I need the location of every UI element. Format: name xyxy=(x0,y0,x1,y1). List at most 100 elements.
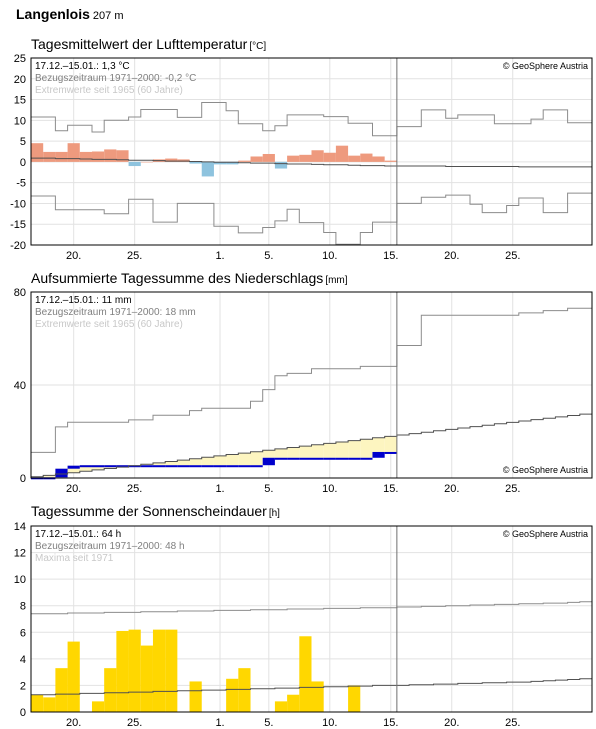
sunshine-bar xyxy=(31,694,44,712)
x-tick-label: 10. xyxy=(322,717,337,729)
x-tick-label: 25. xyxy=(127,717,142,729)
precipitation-sum-step xyxy=(79,465,92,468)
extreme-line xyxy=(31,102,592,137)
temperature-bar xyxy=(116,150,129,162)
y-tick-label: 14 xyxy=(14,521,26,533)
temperature-panel: -20 -15 -10 -5 0 5 10 15 20 25 20. 25. 1. 5. 10. 15. 20.… xyxy=(10,53,593,262)
temperature-panel-title: Tagesmittelwert der Lufttemperatur [°C] xyxy=(31,36,266,52)
x-tick-label: 20. xyxy=(66,250,81,262)
sunshine-title-text: Tagessumme der Sonnenscheindauer xyxy=(31,503,267,519)
precipitation-deficit-area xyxy=(360,439,373,458)
temperature-bar xyxy=(104,149,117,162)
x-tick-label: 20. xyxy=(444,250,459,262)
temperature-bar xyxy=(311,150,324,162)
x-tick-label: 10. xyxy=(322,483,337,495)
plot-frame xyxy=(30,525,593,713)
temperature-bar xyxy=(287,155,300,162)
precipitation-deficit-area xyxy=(384,436,397,452)
precipitation-deficit-area xyxy=(189,458,202,466)
temperature-bar xyxy=(31,143,44,162)
precipitation-deficit-area xyxy=(274,448,288,458)
legend-text: Bezugszeitraum 1971–2000: 48 h xyxy=(35,541,185,552)
station-name: Langenlois xyxy=(16,6,90,22)
sunshine-bar xyxy=(140,645,153,712)
y-tick-label: 2 xyxy=(20,680,26,692)
y-tick-label: 0 xyxy=(20,707,26,719)
precipitation-panel-title: Aufsummierte Tagessumme des Niederschlag… xyxy=(31,270,348,286)
temperature-bar xyxy=(213,161,227,165)
y-tick-label: 6 xyxy=(20,627,26,639)
legend-text: 17.12.–15.01.: 64 h xyxy=(35,529,121,540)
temperature-bar xyxy=(55,151,68,162)
y-tick-label: -10 xyxy=(10,198,26,210)
y-tick-label: 40 xyxy=(14,380,26,392)
temperature-bar xyxy=(384,160,397,162)
reference-line xyxy=(31,157,592,168)
x-tick-label: 20. xyxy=(66,483,81,495)
y-tick-label: -20 xyxy=(10,240,26,252)
precipitation-deficit-area xyxy=(226,454,239,466)
precipitation-sum-step xyxy=(201,465,214,468)
y-tick-label: 0 xyxy=(20,157,26,169)
x-tick-label: 15. xyxy=(383,717,398,729)
precipitation-deficit-area xyxy=(250,451,263,466)
temperature-bar xyxy=(372,156,385,162)
precipitation-sum-step xyxy=(152,465,166,468)
x-tick-label: 25. xyxy=(505,717,520,729)
temperature-bar xyxy=(201,161,214,177)
precipitation-sum-step xyxy=(311,457,324,460)
y-tick-label: 10 xyxy=(14,574,26,586)
temperature-bar xyxy=(189,161,202,164)
sunshine-bar xyxy=(238,668,251,712)
precipitation-sum-step xyxy=(360,457,373,460)
y-tick-label: 15 xyxy=(14,95,26,107)
legend-text: Maxima seit 1971 xyxy=(35,553,114,564)
precipitation-panel: 0 40 80 20. 25. 1. 5. 10. 15. 20. 25. 17.12.–15.01.… xyxy=(14,287,593,495)
precipitation-deficit-area xyxy=(287,447,300,458)
y-tick-label: 0 xyxy=(20,473,26,485)
y-tick-label: 8 xyxy=(20,601,26,613)
x-tick-label: 1. xyxy=(215,483,224,495)
x-tick-label: 20. xyxy=(444,717,459,729)
station-altitude: 207 m xyxy=(92,10,124,22)
x-tick-label: 25. xyxy=(127,250,142,262)
sunshine-unit: [h] xyxy=(268,508,280,519)
x-tick-label: 10. xyxy=(322,250,337,262)
x-tick-label: 5. xyxy=(264,717,273,729)
y-tick-label: 10 xyxy=(14,115,26,127)
temperature-bar xyxy=(262,153,275,162)
x-tick-label: 25. xyxy=(505,483,520,495)
precipitation-sum-step xyxy=(189,465,202,468)
precipitation-sum-step xyxy=(299,457,312,460)
precipitation-deficit-area xyxy=(201,457,214,466)
y-tick-label: 4 xyxy=(20,654,26,666)
x-tick-label: 15. xyxy=(383,250,398,262)
temperature-bar xyxy=(67,143,80,162)
x-tick-label: 25. xyxy=(505,250,520,262)
precipitation-deficit-area xyxy=(372,437,385,452)
precipitation-deficit-area xyxy=(79,465,92,472)
precipitation-sum-step xyxy=(116,465,129,468)
y-tick-label: -5 xyxy=(16,178,26,190)
copyright-text: © GeoSphere Austria xyxy=(503,529,588,539)
extreme-line xyxy=(31,192,592,245)
station-header: Langenlois 207 m xyxy=(16,6,123,22)
precipitation-sum-step xyxy=(287,457,300,460)
x-tick-label: 5. xyxy=(264,483,273,495)
temperature-bar xyxy=(360,153,373,162)
precipitation-sum-step xyxy=(372,451,385,458)
legend-text: 17.12.–15.01.: 1,3 °C xyxy=(35,61,130,72)
precipitation-deficit-area xyxy=(238,453,251,466)
precipitation-sum-step xyxy=(250,465,263,468)
sunshine-bar xyxy=(43,697,56,712)
sunshine-bar xyxy=(91,701,105,712)
precipitation-sum-step xyxy=(67,465,80,469)
sunshine-panel: 0 2 4 6 8 10 12 14 20. 25. 1. 5. 10. 15. 20. 25. 17.12.–… xyxy=(14,521,593,729)
precipitation-deficit-area xyxy=(335,441,349,458)
precipitation-deficit-area xyxy=(311,444,324,458)
sunshine-bar xyxy=(128,629,141,712)
copyright-text: © GeoSphere Austria xyxy=(503,61,588,71)
precipitation-sum-step xyxy=(55,468,68,478)
legend-text: Extremwerte seit 1965 (60 Jahre) xyxy=(35,319,183,330)
